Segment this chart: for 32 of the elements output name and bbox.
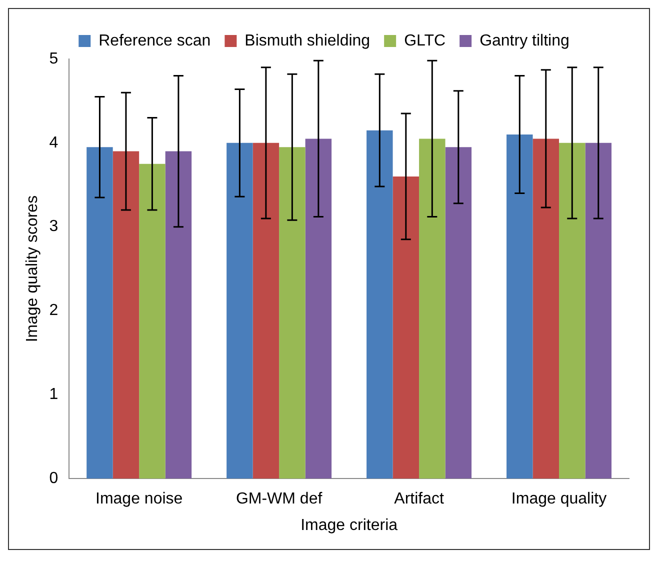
y-tick-label: 3 <box>49 218 58 236</box>
bar <box>165 151 192 479</box>
y-tick-label: 2 <box>49 302 58 320</box>
bar <box>366 130 393 479</box>
bar <box>506 134 533 479</box>
y-tick-label: 4 <box>49 134 58 152</box>
bar <box>226 142 253 479</box>
x-tick-label: Image quality <box>511 490 607 508</box>
bar <box>559 142 586 479</box>
bar <box>392 176 420 479</box>
bar <box>252 142 280 479</box>
legend-label: GLTC <box>404 32 446 50</box>
y-tick-label: 5 <box>49 50 58 68</box>
legend-label: Gantry tilting <box>480 32 570 50</box>
y-axis-title: Image quality scores <box>24 195 42 342</box>
legend-label: Reference scan <box>98 32 211 50</box>
x-tick-label: Image noise <box>96 490 183 508</box>
x-tick-label: GM-WM def <box>236 490 323 508</box>
bar <box>279 147 306 479</box>
bar <box>305 138 332 479</box>
bar <box>532 138 560 479</box>
bar <box>86 147 113 479</box>
bar <box>419 138 446 479</box>
y-tick-label: 0 <box>49 470 58 488</box>
bar <box>112 151 140 479</box>
y-tick-label: 1 <box>49 386 58 404</box>
x-axis-title: Image criteria <box>300 516 398 534</box>
bar <box>445 147 472 479</box>
x-tick-label: Artifact <box>394 490 444 508</box>
bar <box>585 142 612 479</box>
bar <box>139 164 166 479</box>
legend-label: Bismuth shielding <box>244 32 370 50</box>
